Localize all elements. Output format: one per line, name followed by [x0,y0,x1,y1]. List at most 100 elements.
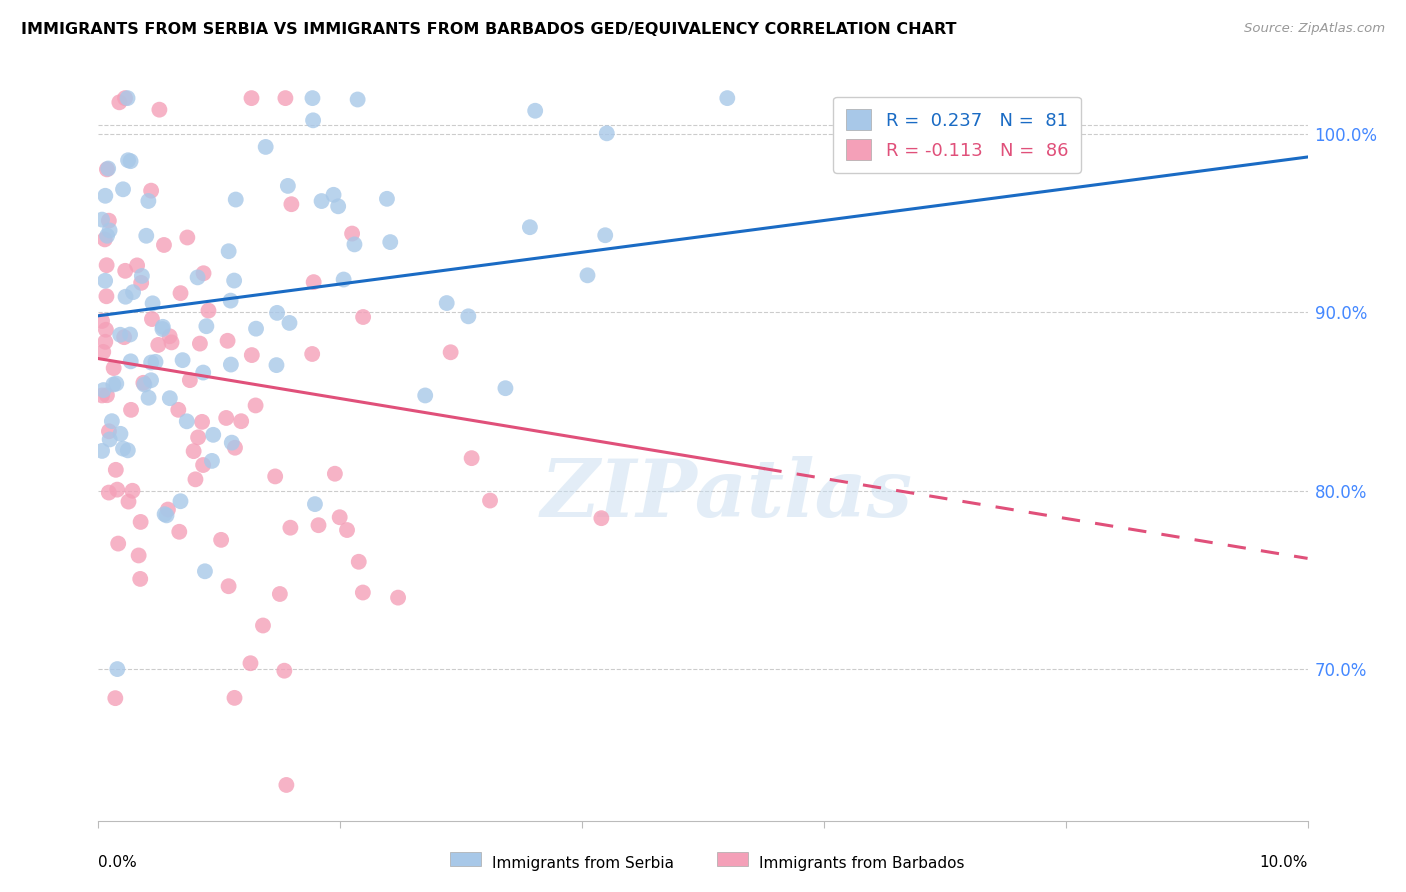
Point [148,103,170,117]
Point [127,259,149,273]
Point [457,310,479,324]
Point [311,194,333,208]
Point [188,336,211,351]
Point [219,358,242,372]
Text: 0.0%: 0.0% [98,855,138,870]
Point [231,414,253,428]
Point [440,345,463,359]
Point [91,344,114,359]
Point [276,778,298,792]
Point [191,458,214,472]
Point [328,199,350,213]
Point [138,391,160,405]
Point [352,310,374,324]
Point [120,154,142,169]
Point [169,286,191,301]
Point [329,510,352,524]
Point [91,388,114,402]
Point [239,657,262,671]
Point [193,266,215,280]
Point [96,388,118,402]
Point [94,232,117,246]
Point [112,442,135,456]
Point [266,306,288,320]
Point [413,388,436,402]
Point [96,289,118,303]
Point [107,536,129,550]
Point [120,354,142,368]
Point [91,444,114,458]
Point [172,353,194,368]
Point [387,591,409,605]
Point [224,441,246,455]
Point [145,355,167,369]
Point [134,377,156,392]
Point [139,355,162,369]
Point [141,312,163,326]
Text: ZIPatlas: ZIPatlas [541,456,914,533]
Point [159,329,181,343]
Point [593,228,616,243]
Point [302,275,325,289]
Point [224,274,246,288]
Point [138,194,160,208]
Point [716,91,738,105]
Point [436,296,458,310]
Point [129,515,152,529]
Point [152,322,174,336]
Point [245,321,267,335]
Point [152,319,174,334]
Point [103,377,125,392]
Point [169,494,191,508]
Point [332,272,354,286]
Point [122,285,145,300]
Point [97,161,120,176]
Point [104,691,127,706]
Point [117,153,139,168]
Point [494,381,516,395]
Point [135,228,157,243]
Point [301,91,323,105]
Legend: R =  0.237   N =  81, R = -0.113   N =  86: R = 0.237 N = 81, R = -0.113 N = 86 [834,96,1081,173]
Point [264,469,287,483]
Point [120,327,142,342]
Point [96,162,118,177]
Point [519,220,541,235]
Point [219,293,242,308]
Point [269,587,291,601]
Point [96,258,118,272]
Point [176,230,198,244]
Point [184,472,207,486]
Point [197,303,219,318]
Point [460,451,482,466]
Point [195,319,218,334]
Text: Immigrants from Barbados: Immigrants from Barbados [759,856,965,871]
Point [209,533,232,547]
Point [105,376,128,391]
Point [221,435,243,450]
Point [194,564,217,578]
Point [218,244,240,259]
Point [117,91,139,105]
Point [224,690,246,705]
Point [252,618,274,632]
Point [103,361,125,376]
Point [191,415,214,429]
Point [280,521,302,535]
Point [94,323,117,337]
Point [153,507,176,521]
Point [101,414,124,428]
Point [97,424,120,438]
Point [121,483,143,498]
Point [110,426,132,441]
Point [98,433,121,447]
Point [139,184,162,198]
Point [352,585,374,599]
Text: IMMIGRANTS FROM SERBIA VS IMMIGRANTS FROM BARBADOS GED/EQUIVALENCY CORRELATION C: IMMIGRANTS FROM SERBIA VS IMMIGRANTS FRO… [21,22,956,37]
Point [114,264,136,278]
Point [153,238,176,252]
Point [254,140,277,154]
Point [108,95,131,110]
Point [128,549,150,563]
Point [479,493,502,508]
